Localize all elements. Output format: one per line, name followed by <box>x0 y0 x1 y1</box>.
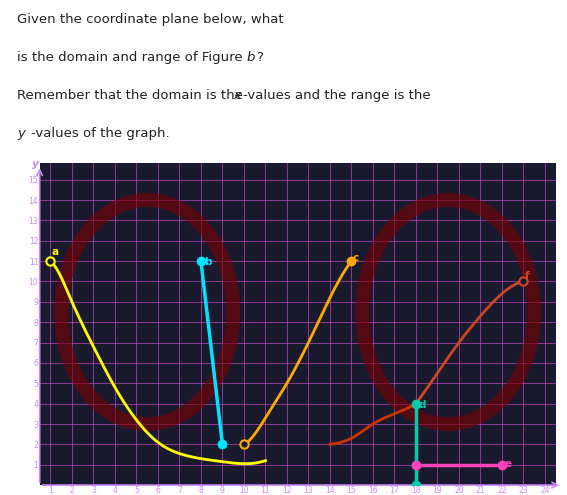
Text: is the domain and range of Figure: is the domain and range of Figure <box>17 50 247 64</box>
Text: a: a <box>52 247 58 257</box>
Text: d: d <box>418 400 426 410</box>
Text: Given the coordinate plane below, what: Given the coordinate plane below, what <box>17 13 284 26</box>
Text: b: b <box>204 257 211 267</box>
Text: ?: ? <box>256 50 263 64</box>
Text: x: x <box>234 89 242 101</box>
Text: b: b <box>247 50 255 64</box>
Text: -values and the range is the: -values and the range is the <box>243 89 430 101</box>
Text: e: e <box>504 459 511 469</box>
Text: y: y <box>32 159 39 169</box>
Text: f: f <box>524 271 529 282</box>
Text: y: y <box>17 127 25 140</box>
Text: c: c <box>353 253 359 263</box>
Text: -values of the graph.: -values of the graph. <box>31 127 170 140</box>
Text: Remember that the domain is the: Remember that the domain is the <box>17 89 247 101</box>
